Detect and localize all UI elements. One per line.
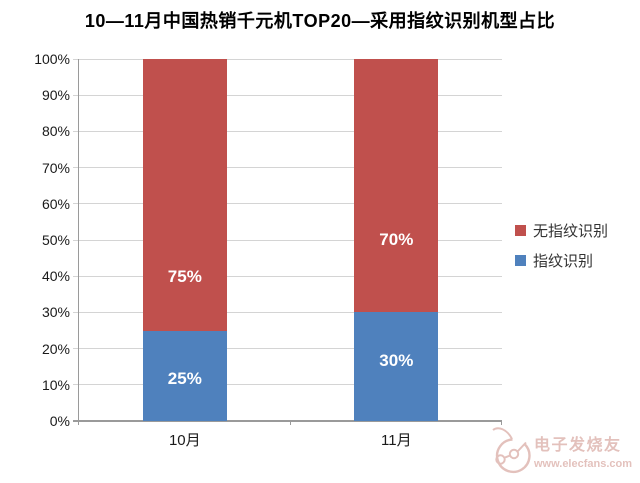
x-axis-category-label: 10月 — [168, 432, 201, 449]
watermark-site-name: 电子发烧友 — [534, 435, 622, 454]
bar-value-label: 75% — [167, 267, 202, 286]
bar-value-label: 30% — [379, 351, 414, 370]
gridline — [73, 348, 502, 350]
legend-swatch-icon — [515, 255, 526, 266]
y-axis-tick-label: 60% — [41, 195, 70, 212]
elecfans-logo-icon — [492, 427, 531, 474]
bar-segment-指纹识别 — [354, 312, 439, 421]
chart-title: 10—11月中国热销千元机TOP20—采用指纹识别机型占比 — [84, 11, 556, 31]
legend-swatch-icon — [515, 225, 526, 236]
gridline — [73, 275, 502, 277]
y-axis-tick-label: 20% — [41, 340, 70, 357]
gridline — [73, 130, 502, 132]
watermark-site-url: www.elecfans.com — [533, 458, 632, 470]
bar-value-label: 25% — [167, 369, 202, 389]
x-axis-category-label: 11月 — [381, 432, 412, 449]
bar-segment-无指纹识别 — [142, 59, 227, 331]
legend-item: 指纹识别 — [515, 250, 608, 271]
category-tick — [289, 421, 291, 425]
y-axis-line — [78, 59, 80, 425]
gridline — [73, 94, 502, 96]
watermark: 电子发烧友 www.elecfans.com — [492, 427, 632, 474]
x-axis-line — [73, 420, 502, 422]
y-axis-tick-label: 40% — [41, 268, 70, 285]
legend-label: 指纹识别 — [533, 253, 594, 270]
y-axis-tick-label: 50% — [41, 232, 70, 248]
y-axis-tick-label: 80% — [41, 123, 70, 140]
gridline — [73, 384, 502, 386]
bar-segment-无指纹识别 — [354, 59, 439, 313]
y-axis-tick-label: 30% — [41, 304, 70, 321]
gridline — [73, 311, 502, 313]
legend-item: 无指纹识别 — [515, 220, 608, 241]
gridline — [73, 239, 502, 241]
gridline — [73, 203, 502, 205]
bar-segment-指纹识别 — [142, 330, 227, 421]
y-axis-tick-label: 70% — [41, 159, 70, 176]
y-axis-tick-label: 0% — [49, 413, 70, 429]
legend-label: 无指纹识别 — [533, 223, 609, 240]
y-axis-tick-label: 90% — [41, 87, 70, 104]
gridline — [73, 167, 502, 169]
chart-legend: 无指纹识别 指纹识别 — [515, 220, 608, 280]
gridline — [73, 58, 502, 60]
category-tick — [78, 421, 80, 425]
category-tick — [501, 421, 503, 425]
bar-value-label: 70% — [379, 230, 414, 250]
y-axis-tick-label: 100% — [34, 51, 70, 67]
y-axis-tick-label: 10% — [41, 376, 70, 393]
